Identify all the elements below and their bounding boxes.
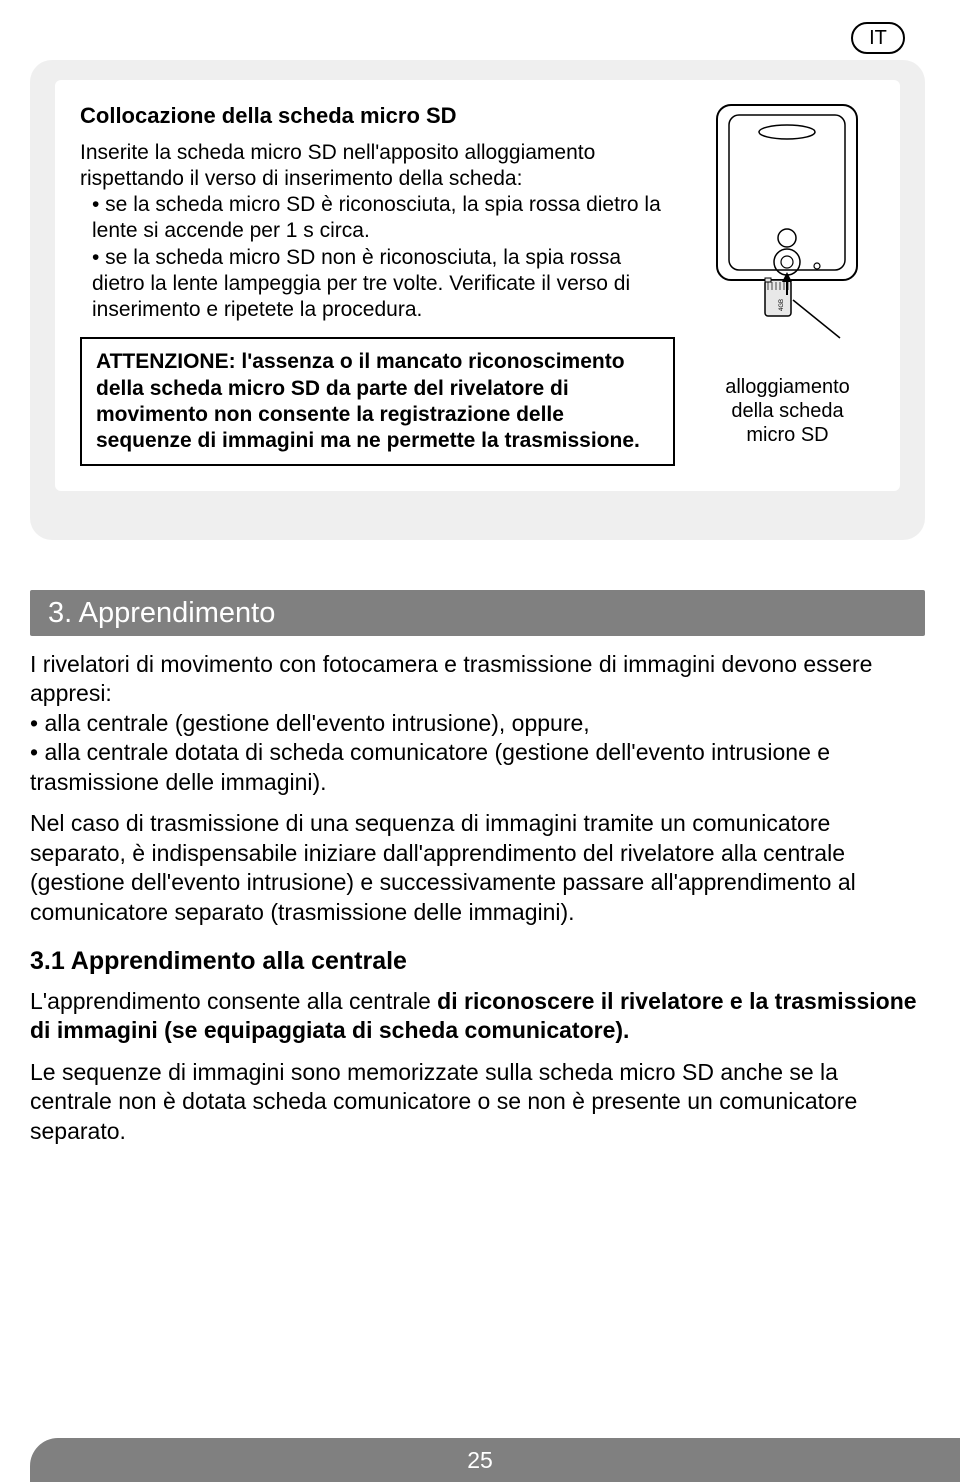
device-diagram: 4GB — [705, 100, 870, 340]
figure-caption: alloggiamento della scheda micro SD — [705, 375, 870, 447]
page-number: 25 — [467, 1447, 493, 1474]
body-p1-intro: I rivelatori di movimento con fotocamera… — [30, 651, 872, 706]
svg-text:4GB: 4GB — [779, 299, 785, 311]
body-p3: L'apprendimento consente alla centrale d… — [30, 987, 922, 1046]
section-heading-bar: 3. Apprendimento — [30, 590, 925, 636]
page-footer: 25 — [0, 1427, 960, 1482]
body-p1-b1: • alla centrale (gestione dell'evento in… — [30, 710, 590, 736]
panel-intro: Inserite la scheda micro SD nell'apposit… — [80, 140, 675, 193]
panel-title: Collocazione della scheda micro SD — [80, 102, 675, 130]
panel-bullet-2: • se la scheda micro SD non è riconosciu… — [80, 245, 675, 324]
info-panel-inner: Collocazione della scheda micro SD Inser… — [55, 80, 900, 491]
footer-shape — [30, 1438, 960, 1482]
body-p2: Nel caso di trasmissione di una sequenza… — [30, 809, 922, 927]
body-content: I rivelatori di movimento con fotocamera… — [30, 650, 922, 1158]
info-panel: Collocazione della scheda micro SD Inser… — [30, 60, 925, 540]
device-figure: 4GB alloggiamento della scheda micro SD — [705, 100, 870, 447]
warning-box: ATTENZIONE: l'assenza o il mancato ricon… — [80, 337, 675, 466]
panel-text-column: Collocazione della scheda micro SD Inser… — [80, 102, 675, 323]
body-p3-plain: L'apprendimento consente alla centrale — [30, 988, 437, 1014]
body-p1-b2: • alla centrale dotata di scheda comunic… — [30, 739, 830, 794]
body-p4: Le sequenze di immagini sono memorizzate… — [30, 1058, 922, 1146]
panel-bullet-1: • se la scheda micro SD è riconosciuta, … — [80, 192, 675, 245]
subsection-heading: 3.1 Apprendimento alla centrale — [30, 945, 922, 977]
language-badge: IT — [851, 22, 905, 54]
